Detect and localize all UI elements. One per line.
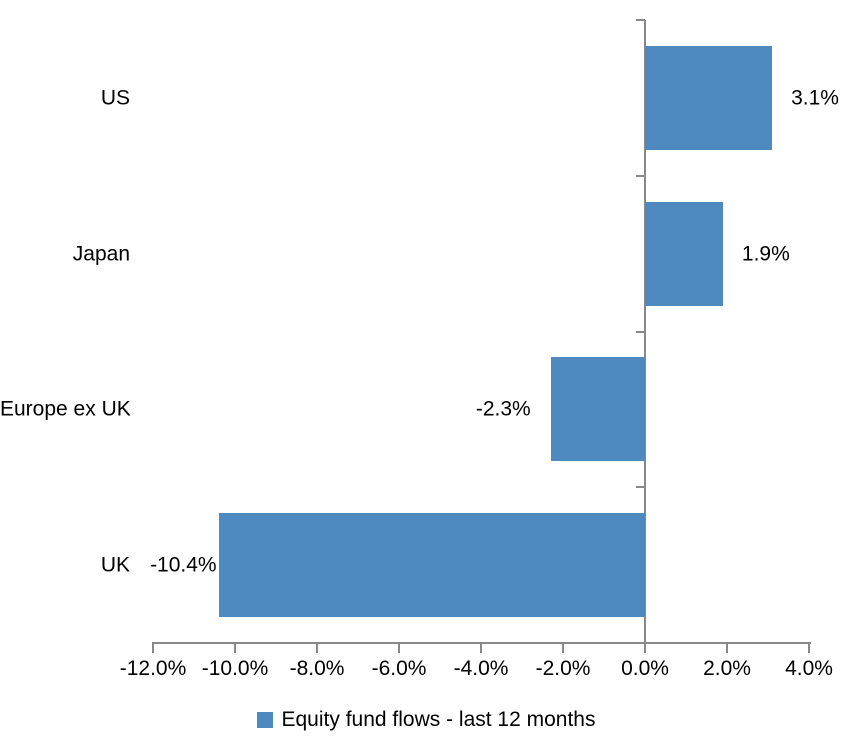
bar-us bbox=[645, 45, 773, 150]
x-axis-tick-label: -2.0% bbox=[535, 657, 591, 680]
category-axis-tick bbox=[636, 486, 645, 489]
x-axis-tick bbox=[808, 644, 810, 653]
category-label: UK bbox=[100, 553, 130, 577]
x-axis-tick bbox=[152, 644, 154, 653]
category-label: Europe ex UK bbox=[0, 397, 131, 421]
x-axis-line bbox=[152, 642, 811, 644]
x-axis-tick-label: -8.0% bbox=[289, 657, 345, 680]
x-axis-tick-label: -4.0% bbox=[453, 657, 509, 680]
bar-japan bbox=[645, 201, 723, 306]
category-axis-tick bbox=[636, 330, 645, 333]
x-axis-tick-label: 2.0% bbox=[703, 657, 751, 680]
x-axis-tick bbox=[398, 644, 400, 653]
x-axis-tick-label: 0.0% bbox=[621, 657, 669, 680]
category-label: US bbox=[100, 86, 130, 110]
x-axis-tick bbox=[644, 644, 646, 653]
x-axis-tick bbox=[480, 644, 482, 653]
category-axis-tick bbox=[636, 174, 645, 177]
x-axis-tick-label: -12.0% bbox=[119, 657, 187, 680]
x-axis-tick-label: 4.0% bbox=[785, 657, 833, 680]
data-label: 3.1% bbox=[791, 86, 839, 110]
zero-axis-line bbox=[644, 20, 646, 643]
legend-color-swatch bbox=[256, 712, 273, 728]
data-label: -2.3% bbox=[475, 397, 531, 421]
x-axis-tick-label: -6.0% bbox=[371, 657, 427, 680]
bar-europe-ex-uk bbox=[550, 357, 645, 462]
x-axis-tick bbox=[316, 644, 318, 653]
category-axis-tick bbox=[636, 19, 645, 21]
bar-uk bbox=[218, 513, 645, 618]
category-label: Japan bbox=[72, 242, 130, 266]
x-axis-tick bbox=[562, 644, 564, 653]
legend: Equity fund flows - last 12 months bbox=[0, 703, 852, 737]
x-axis-tick bbox=[234, 644, 236, 653]
data-label: 1.9% bbox=[741, 242, 790, 266]
data-label: -10.4% bbox=[150, 553, 217, 577]
legend-label: Equity fund flows - last 12 months bbox=[281, 708, 596, 731]
x-axis-tick bbox=[726, 644, 728, 653]
x-axis-tick-label: -10.0% bbox=[201, 657, 269, 680]
